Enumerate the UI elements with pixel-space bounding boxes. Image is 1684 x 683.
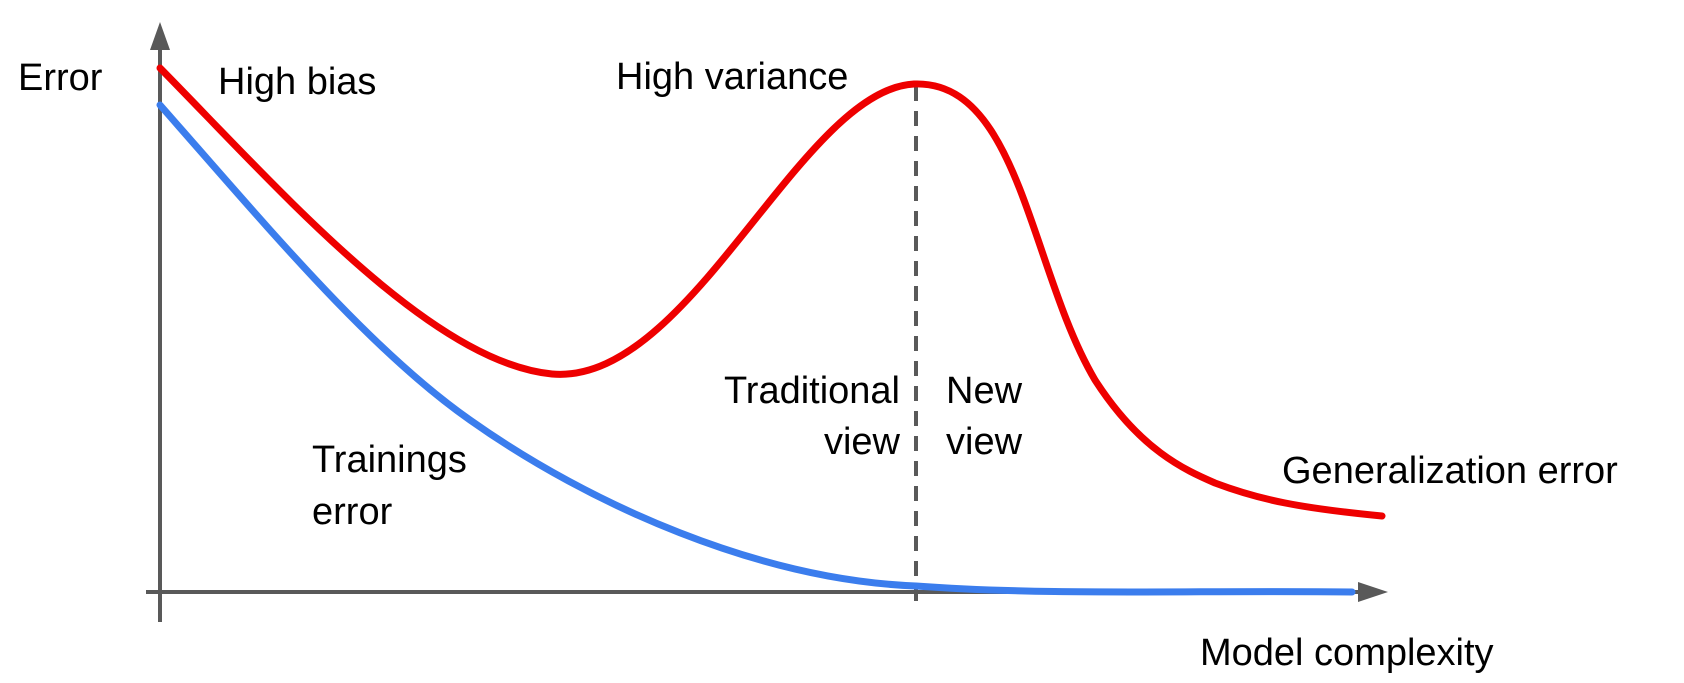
generalization-error-curve [156, 64, 1386, 520]
x-axis-label: Model complexity [1200, 632, 1494, 674]
traditional-view-label-line2: view [824, 421, 901, 463]
traditional-view-label-line1: Traditional [724, 370, 900, 412]
x-axis-arrowhead [1358, 582, 1388, 602]
training-error-label-line1: Trainings [312, 439, 467, 481]
new-view-label-line2: view [946, 421, 1023, 463]
generalization-error-label: Generalization error [1282, 450, 1618, 492]
new-view-label-line1: New [946, 370, 1023, 412]
high-variance-label: High variance [616, 56, 848, 98]
high-bias-label: High bias [218, 61, 376, 103]
training-error-curve [156, 101, 1356, 596]
y-axis-label: Error [18, 57, 103, 99]
training-error-label-line2: error [312, 491, 393, 533]
y-axis-arrowhead [150, 22, 170, 50]
